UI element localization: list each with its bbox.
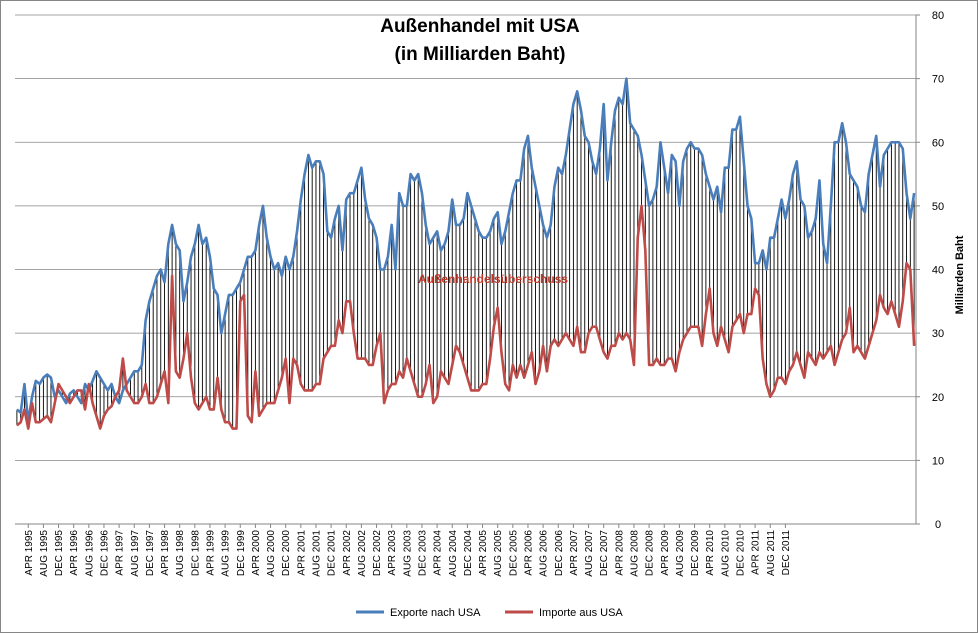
x-tick-label: APR 2002: [342, 530, 353, 576]
y-tick-label-60: 60: [932, 137, 944, 149]
y-axis-ticks: 0 10 20 30 40 50 60 70 80: [916, 10, 944, 531]
x-tick-label: APR 1995: [24, 530, 35, 576]
x-tick-label: AUG 2002: [357, 530, 368, 577]
x-tick-label: AUG 2003: [402, 530, 413, 577]
x-tick-label: APR 2008: [614, 530, 625, 576]
x-tick-label: DEC 2007: [599, 530, 610, 577]
x-tick-label: DEC 1999: [236, 530, 247, 577]
y-tick-label-80: 80: [932, 10, 944, 22]
x-tick-label: AUG 1996: [84, 530, 95, 577]
chart-title: Außenhandel mit USA: [380, 16, 580, 37]
x-tick-label: APR 1998: [160, 530, 171, 576]
x-tick-label: APR 2001: [296, 530, 307, 576]
x-tick-label: APR 1996: [69, 530, 80, 576]
series-line-exports: [16, 77, 916, 424]
x-tick-label: APR 1997: [115, 530, 126, 576]
y-tick-label-30: 30: [932, 328, 944, 340]
x-tick-label: AUG 2006: [539, 530, 550, 577]
y-tick-label-20: 20: [932, 392, 944, 404]
y-axis-label: Milliarden Baht: [954, 235, 966, 314]
x-tick-label: DEC 1995: [54, 530, 65, 577]
y-tick-label-40: 40: [932, 265, 944, 277]
x-tick-label: AUG 1995: [39, 530, 50, 577]
y-tick-label-0: 0: [935, 519, 941, 531]
x-tick-label: AUG 2010: [720, 530, 731, 577]
x-tick-label: AUG 1999: [221, 530, 232, 577]
x-tick-label: DEC 2004: [463, 530, 474, 577]
x-tick-label: APR 2003: [387, 530, 398, 576]
x-tick-label: APR 2004: [433, 530, 444, 576]
axes: [15, 15, 917, 525]
x-tick-label: DEC 2000: [281, 530, 292, 577]
legend-label-imports: Importe aus USA: [539, 607, 623, 619]
x-tick-label: APR 1999: [205, 530, 216, 576]
x-tick-label: APR 2007: [569, 530, 580, 576]
x-tick-label: DEC 1998: [190, 530, 201, 577]
x-tick-label: AUG 2004: [448, 530, 459, 577]
x-tick-label: APR 2000: [251, 530, 262, 576]
x-tick-label: AUG 2007: [584, 530, 595, 577]
x-tick-label: AUG 1998: [175, 530, 186, 577]
x-tick-label: AUG 2011: [766, 530, 777, 576]
x-tick-label: DEC 2003: [417, 530, 428, 577]
x-tick-label: DEC 2011: [781, 530, 792, 576]
x-tick-label: DEC 2008: [645, 530, 656, 577]
x-tick-label: DEC 1997: [145, 530, 156, 577]
x-tick-label: APR 2009: [660, 530, 671, 576]
x-axis-ticks: APR 1995 AUG 1995 DEC 1995 APR 1996 AUG 1996…: [24, 524, 792, 577]
x-tick-label: DEC 2010: [735, 530, 746, 577]
x-tick-label: APR 2006: [523, 530, 534, 576]
x-tick-label: APR 2010: [705, 530, 716, 576]
x-tick-label: DEC 2002: [372, 530, 383, 577]
surplus-annotation: Außenhandelsüberschuss: [418, 272, 568, 286]
x-tick-label: DEC 2009: [690, 530, 701, 577]
x-tick-label: AUG 2009: [675, 530, 686, 577]
x-tick-label: AUG 2000: [266, 530, 277, 577]
x-tick-label: DEC 2006: [554, 530, 565, 577]
x-tick-label: APR 2011: [751, 530, 762, 575]
y-tick-label-50: 50: [932, 201, 944, 213]
x-tick-label: DEC 2001: [327, 530, 338, 577]
surplus-drop-lines: [16, 78, 915, 429]
x-tick-label: DEC 1996: [99, 530, 110, 577]
series-line-imports: [16, 204, 916, 430]
chart-subtitle: (in Milliarden Baht): [395, 44, 566, 65]
x-tick-label: DEC 2005: [508, 530, 519, 577]
x-tick-label: APR 2005: [478, 530, 489, 576]
x-tick-label: AUG 2008: [629, 530, 640, 577]
x-tick-label: AUG 2005: [493, 530, 504, 577]
y-tick-label-70: 70: [932, 74, 944, 86]
legend: Exporte nach USA Importe aus USA: [356, 607, 623, 619]
x-tick-label: AUG 1997: [130, 530, 141, 577]
y-tick-label-10: 10: [932, 455, 944, 467]
legend-label-exports: Exporte nach USA: [390, 607, 481, 619]
series-lines: [16, 77, 916, 430]
x-tick-label: AUG 2001: [311, 530, 322, 577]
